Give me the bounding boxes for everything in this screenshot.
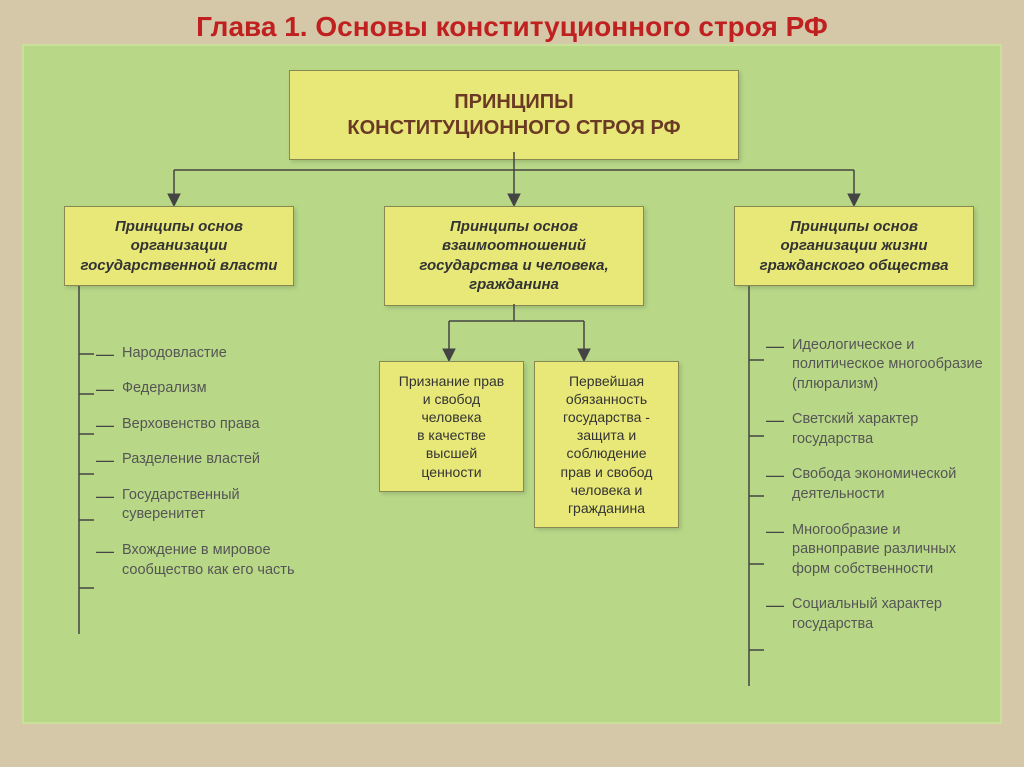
dash-icon: — — [96, 416, 114, 435]
list-text: Верховенство права — [122, 415, 260, 435]
list-text: Разделение властей — [122, 450, 260, 470]
slide-title: Глава 1. Основы конституционного строя Р… — [0, 0, 1024, 44]
list-text: Идеологическое и политическое многообраз… — [792, 336, 988, 395]
dash-icon: — — [96, 487, 114, 525]
branch3-list: —Идеологическое и политическое многообра… — [766, 336, 988, 651]
list-text: Федерализм — [122, 379, 207, 399]
list-item: —Светский характер государства — [766, 410, 988, 449]
list-text: Вхождение в мировое сообщество как его ч… — [122, 541, 326, 580]
branch2-header: Принципы основ взаимоотношений государст… — [384, 206, 644, 306]
branch2-sub1-text: Признание прав и свобод человека в качес… — [399, 373, 504, 480]
list-text: Социальный характер государства — [792, 595, 988, 634]
list-item: —Социальный характер государства — [766, 595, 988, 634]
branch2-sub2-text: Первейшая обязанность государства - защи… — [561, 373, 653, 516]
list-item: — Разделение властей — [96, 450, 326, 470]
main-box-text: ПРИНЦИПЫ КОНСТИТУЦИОННОГО СТРОЯ РФ — [347, 91, 680, 139]
dash-icon: — — [766, 596, 784, 634]
dash-icon: — — [96, 380, 114, 399]
branch2-header-text: Принципы основ взаимоотношений государст… — [419, 218, 608, 294]
branch2-sub1: Признание прав и свобод человека в качес… — [379, 361, 524, 492]
main-box: ПРИНЦИПЫ КОНСТИТУЦИОННОГО СТРОЯ РФ — [289, 70, 739, 160]
list-item: — Народовластие — [96, 344, 326, 364]
list-text: Народовластие — [122, 344, 227, 364]
dash-icon: — — [96, 451, 114, 470]
list-text: Государственный суверенитет — [122, 486, 326, 525]
branch3-header-text: Принципы основ организации жизни граждан… — [760, 218, 949, 274]
diagram-area: ПРИНЦИПЫ КОНСТИТУЦИОННОГО СТРОЯ РФ Принц… — [22, 44, 1002, 724]
branch1-list: — Народовластие — Федерализм — Верховенство… — [96, 344, 326, 597]
list-item: —Государственный суверенитет — [96, 486, 326, 525]
list-item: —Свобода экономической деятельности — [766, 465, 988, 504]
branch2-sub2: Первейшая обязанность государства - защи… — [534, 361, 679, 529]
list-item: — Федерализм — [96, 379, 326, 399]
list-text: Свобода экономической деятельности — [792, 465, 988, 504]
dash-icon: — — [96, 542, 114, 580]
branch3-header: Принципы основ организации жизни граждан… — [734, 206, 974, 287]
list-item: — Верховенство права — [96, 415, 326, 435]
list-text: Светский характер государства — [792, 410, 988, 449]
dash-icon: — — [766, 411, 784, 449]
list-item: —Вхождение в мировое сообщество как его … — [96, 541, 326, 580]
list-item: —Идеологическое и политическое многообра… — [766, 336, 988, 395]
branch1-header: Принципы основ организации государственн… — [64, 206, 294, 287]
dash-icon: — — [766, 522, 784, 580]
list-text: Многообразие и равноправие различных фор… — [792, 521, 988, 580]
dash-icon: — — [766, 466, 784, 504]
list-item: —Многообразие и равноправие различных фо… — [766, 521, 988, 580]
branch1-header-text: Принципы основ организации государственн… — [81, 218, 278, 274]
dash-icon: — — [96, 345, 114, 364]
dash-icon: — — [766, 337, 784, 395]
